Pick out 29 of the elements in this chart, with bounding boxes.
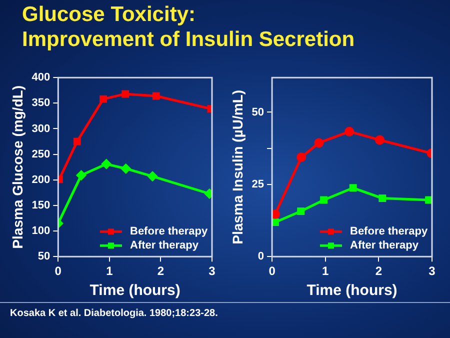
y-axis-title: Plasma Glucose (mg/dL) — [9, 85, 26, 249]
y-tick-label: 350 — [32, 97, 50, 110]
x-tick-label: 1 — [106, 264, 114, 278]
y-tick-label: 0 — [258, 250, 264, 263]
y-tick-label: 50 — [38, 250, 50, 263]
x-tick-label: 2 — [375, 264, 382, 278]
y-tick-label: 25 — [252, 178, 264, 190]
chart-title: Glucose Toxicity: Improvement of Insulin Secretion — [22, 2, 355, 52]
x-tick-label: 2 — [157, 264, 164, 278]
x-tick-label: 3 — [208, 264, 216, 278]
legend-label: After therapy — [350, 240, 420, 252]
y-tick-label: 400 — [32, 72, 50, 84]
y-axis-title: Plasma Insulin (µU/mL) — [229, 90, 246, 244]
y-tick-label: 50 — [252, 106, 264, 118]
x-axis-title: Time (hours) — [90, 282, 180, 300]
x-tick-label: 0 — [54, 264, 62, 278]
y-tick-label: 150 — [32, 199, 50, 212]
x-tick-label: 3 — [428, 264, 436, 278]
x-tick-label: 1 — [322, 264, 330, 278]
legend-label: Before therapy — [130, 226, 209, 238]
text: Kosaka K et al. Diabetologia. 1980;18:23-28. — [10, 308, 218, 319]
y-tick-label: 300 — [32, 122, 50, 135]
y-tick-label: 200 — [32, 174, 50, 186]
legend-label: Before therapy — [350, 226, 429, 238]
x-axis-title: Time (hours) — [306, 282, 398, 300]
legend-label: After therapy — [130, 240, 200, 252]
x-tick-label: 0 — [268, 264, 276, 278]
y-tick-label: 250 — [32, 148, 50, 160]
y-tick-label: 100 — [32, 225, 50, 238]
